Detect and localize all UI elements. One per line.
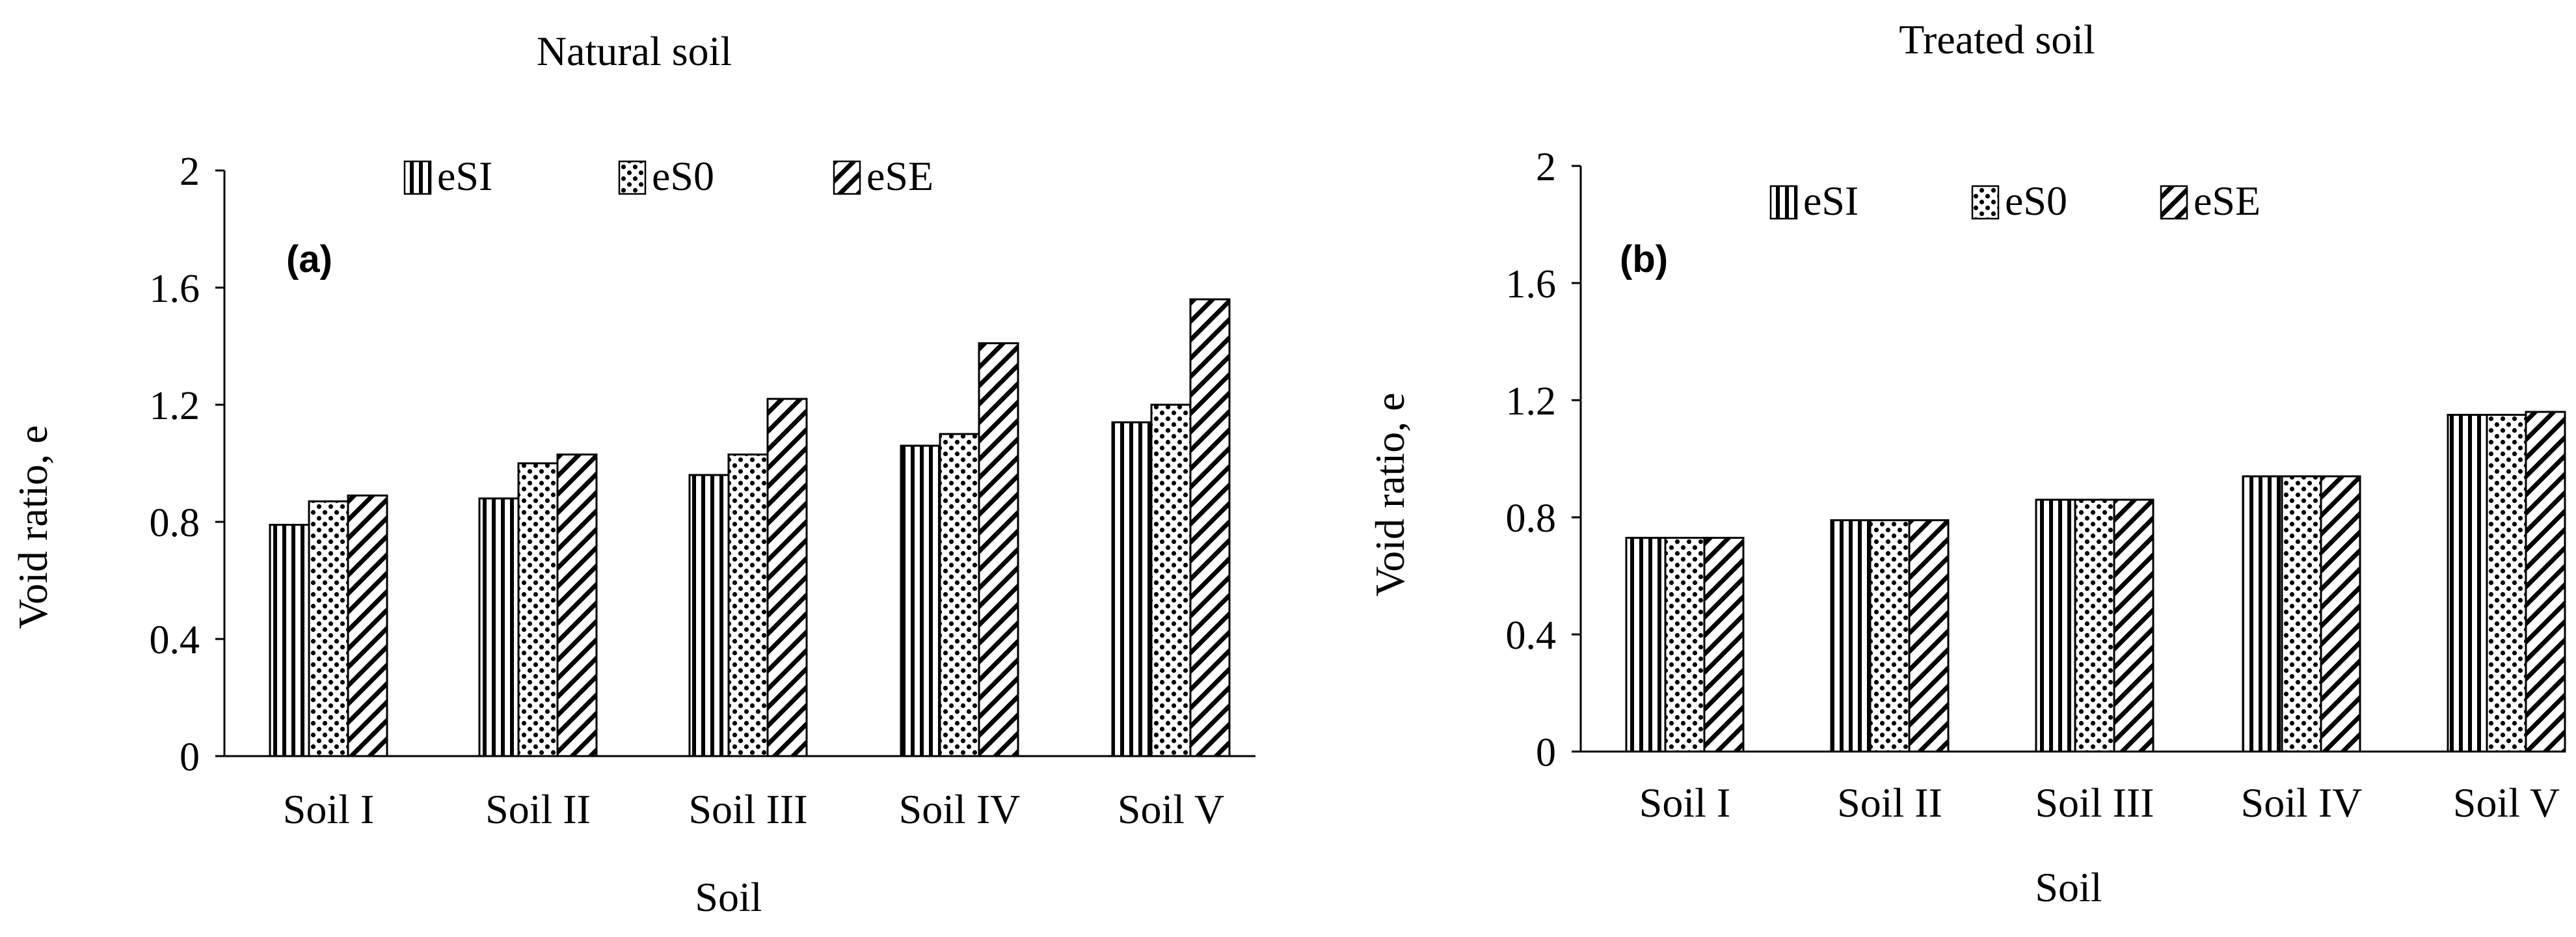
bar-eSI-soil-v	[2447, 414, 2488, 753]
bars	[269, 298, 1231, 757]
legend-label-eSE: eSE	[866, 153, 933, 199]
y-tick-label: 1.6	[150, 267, 200, 311]
chart-title: Treated soil	[1899, 16, 2095, 62]
x-tick-labels: Soil I Soil II Soil III Soil IV Soil V	[283, 786, 1224, 832]
bar-eSI-soil-i	[269, 524, 310, 757]
legend-swatch-eS0	[618, 160, 647, 195]
legend-swatch-eS0	[1971, 185, 2000, 220]
y-tick-label: 0	[180, 735, 200, 780]
bar-eS0-soil-ii	[1869, 519, 1911, 753]
x-tick-label: Soil II	[485, 786, 591, 832]
bar-eSI-soil-iv	[2242, 475, 2283, 753]
bar-eSE-soil-i	[347, 495, 388, 757]
y-tick-label: 1.2	[1506, 379, 1557, 424]
bar-eSI-soil-v	[1111, 421, 1153, 757]
chart-title: Natural soil	[537, 28, 732, 74]
bar-eS0-soil-iii	[2074, 498, 2115, 753]
y-tick-label: 0.8	[150, 501, 200, 545]
bar-eSI-soil-iii	[2035, 498, 2076, 753]
bar-eS0-soil-v	[2486, 414, 2527, 753]
x-tick-labels: Soil I Soil II Soil III Soil IV Soil V	[1639, 780, 2560, 826]
axes	[215, 169, 1255, 757]
bar-eS0-soil-i	[308, 500, 349, 757]
bar-eSE-soil-v	[1189, 298, 1231, 757]
y-tick-label: 2	[1536, 145, 1556, 189]
x-tick-label: Soil IV	[2241, 780, 2363, 826]
bar-eSE-soil-iii	[2113, 498, 2154, 753]
legend-label-eSI: eSI	[1803, 178, 1858, 224]
legend-label-eSI: eSI	[437, 153, 492, 199]
chart-treated-soil: Treated soil (b) Void ratio, e Soil 0 0.4…	[1367, 16, 2566, 910]
y-tick-labels: 0 0.4 0.8 1.2 1.6 2	[1506, 145, 1557, 775]
y-tick-label: 0	[1536, 731, 1556, 775]
axes	[1572, 165, 2560, 753]
bar-eSE-soil-ii	[1908, 519, 1950, 753]
legend-swatch-eSI	[1769, 185, 1798, 220]
bar-eSE-soil-i	[1703, 537, 1745, 753]
bar-eSE-soil-iii	[766, 398, 808, 757]
panel-label: (a)	[286, 238, 332, 280]
bar-eS0-soil-i	[1664, 537, 1706, 753]
y-tick-labels: 0 0.4 0.8 1.2 1.6 2	[150, 150, 200, 780]
x-axis-label: Soil	[695, 874, 762, 920]
x-tick-label: Soil V	[2453, 780, 2560, 826]
bar-eSI-soil-iii	[688, 474, 730, 757]
bars	[1625, 411, 2566, 753]
bar-eS0-soil-iii	[727, 454, 769, 757]
chart-natural-soil: Natural soil (a) Void ratio, e Soil 0 0.4…	[10, 28, 1255, 920]
x-tick-label: Soil V	[1118, 786, 1224, 832]
legend-swatch-eSE	[833, 160, 861, 195]
y-tick-label: 1.6	[1506, 262, 1557, 306]
legend: eSI eS0 eSE	[403, 153, 933, 199]
legend-swatch-eSE	[2160, 185, 2188, 220]
bar-eSE-soil-iv	[978, 342, 1019, 757]
x-tick-label: Soil III	[2035, 780, 2154, 826]
bar-eSE-soil-iv	[2320, 475, 2361, 753]
x-tick-label: Soil IV	[899, 786, 1021, 832]
x-tick-label: Soil II	[1837, 780, 1942, 826]
legend-label-eS0: eS0	[2005, 178, 2067, 224]
y-tick-label: 0.8	[1506, 496, 1557, 541]
y-axis-label: Void ratio, e	[10, 425, 56, 629]
bar-eSE-soil-ii	[556, 454, 598, 757]
y-axis-label: Void ratio, e	[1367, 392, 1413, 596]
y-tick-label: 0.4	[1506, 614, 1557, 658]
x-axis-label: Soil	[2035, 864, 2102, 910]
legend-swatch-eSI	[403, 160, 432, 195]
x-tick-label: Soil I	[1639, 780, 1730, 826]
x-tick-label: Soil III	[688, 786, 807, 832]
bar-eSE-soil-v	[2525, 411, 2566, 753]
bar-eS0-soil-iv	[2281, 475, 2322, 753]
y-tick-label: 1.2	[150, 384, 200, 428]
x-tick-label: Soil I	[283, 786, 374, 832]
bar-eSI-soil-i	[1625, 537, 1667, 753]
legend-label-eS0: eS0	[652, 153, 714, 199]
panel-label: (b)	[1620, 238, 1668, 280]
bar-eS0-soil-iv	[939, 433, 980, 757]
bar-eSI-soil-ii	[478, 497, 520, 757]
bar-eS0-soil-ii	[517, 462, 559, 757]
legend-label-eSE: eSE	[2194, 178, 2261, 224]
bar-eSI-soil-iv	[900, 444, 941, 757]
y-tick-label: 2	[180, 150, 200, 194]
y-tick-label: 0.4	[150, 618, 200, 662]
bar-eSI-soil-ii	[1830, 519, 1872, 753]
legend: eSI eS0 eSE	[1769, 178, 2261, 224]
bar-eS0-soil-v	[1150, 403, 1192, 757]
